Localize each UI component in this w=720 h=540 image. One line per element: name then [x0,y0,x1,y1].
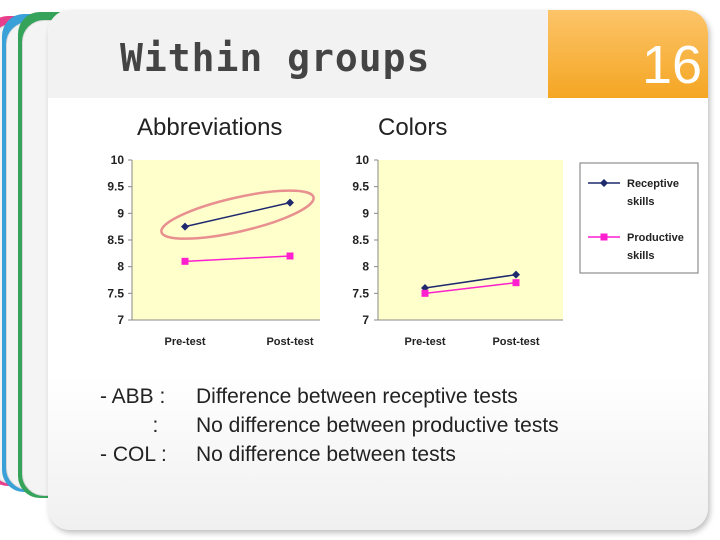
y-tick-label: 8 [362,260,369,274]
y-tick-label: 8.5 [352,233,369,247]
bullet-prefix: - COL : [100,443,167,466]
y-tick-label: 10 [111,153,125,167]
y-tick-label: 7 [117,313,124,327]
legend-label: Productive [627,232,684,244]
series-line [424,281,517,295]
bullet-text: No difference between productive tests [196,414,559,437]
y-tick-label: 10 [356,153,370,167]
abbreviations-heading: Abbreviations [137,114,283,141]
data-point-diamond [286,198,294,207]
legend-label: skills [627,250,655,262]
plot-area [132,160,320,320]
legend-marker-diamond [600,179,608,187]
y-tick-label: 9 [362,206,369,220]
data-point-square [512,279,520,287]
legend-marker-square [600,233,608,241]
colors-heading: Colors [378,114,448,141]
plot-area [378,160,563,320]
data-point-square [421,289,429,297]
slide-number: 16 [642,35,703,95]
legend-label: Receptive [627,178,679,190]
bullet-prefix: : [100,414,159,437]
y-tick-label: 7.5 [352,286,369,300]
y-tick-label: 9.5 [107,180,124,194]
series-line [184,255,291,263]
x-tick-label: Pre-test [165,336,206,348]
y-tick-label: 9.5 [352,180,369,194]
bullet-prefix: - ABB : [100,385,166,408]
series-line [184,201,291,228]
data-point-diamond [512,270,520,279]
bullet-text: Difference between receptive tests [196,385,518,408]
x-tick-label: Post-test [492,336,539,348]
legend-label: skills [627,196,655,208]
y-tick-label: 8 [117,260,124,274]
slide-title: Within groups [120,36,431,80]
y-tick-label: 8.5 [107,233,124,247]
highlight-ellipse [160,189,315,240]
bullet-text: No difference between tests [196,443,456,466]
data-point-square [181,257,189,265]
y-tick-label: 9 [117,206,124,220]
y-tick-label: 7.5 [107,286,124,300]
x-tick-label: Post-test [266,336,313,348]
x-tick-label: Pre-test [405,336,446,348]
y-tick-label: 7 [362,313,369,327]
legend-box [579,162,699,274]
data-point-diamond [181,222,189,231]
data-point-square [286,252,294,260]
series-line [424,273,517,289]
slide-number-banner [548,10,708,98]
